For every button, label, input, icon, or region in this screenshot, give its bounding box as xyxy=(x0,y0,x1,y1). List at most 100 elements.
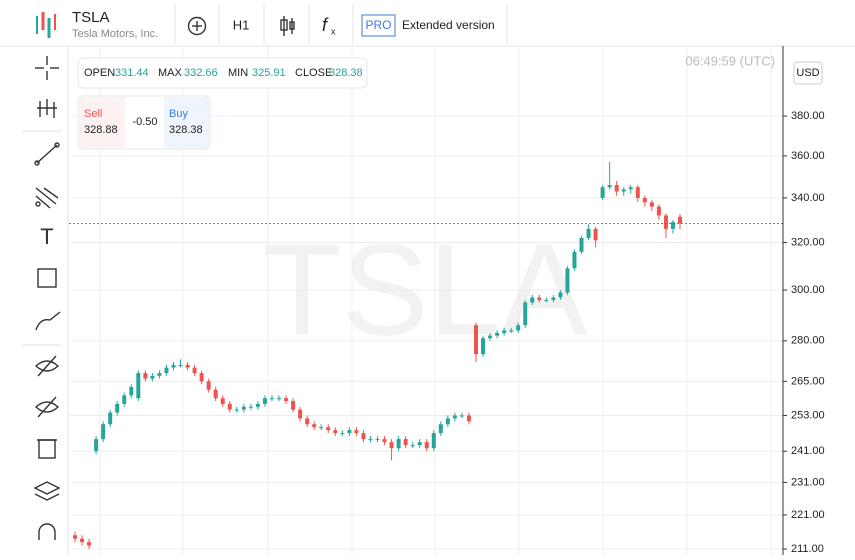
y-tick-label: 380.00 xyxy=(791,110,825,122)
candle-body xyxy=(150,375,155,379)
top-bar xyxy=(0,0,855,46)
extended-version-link[interactable]: Extended version xyxy=(402,18,495,32)
buy-button[interactable] xyxy=(164,97,209,148)
ohlc-value: 328.38 xyxy=(329,67,363,79)
candle-body xyxy=(143,373,148,379)
delete-all-tool[interactable] xyxy=(37,439,57,459)
candle-body xyxy=(178,364,183,366)
sell-button[interactable] xyxy=(79,97,125,148)
candle-body xyxy=(551,297,556,300)
y-tick-label: 221.00 xyxy=(791,509,825,521)
candle-body xyxy=(185,364,190,368)
candle-body xyxy=(347,430,352,434)
candle-body xyxy=(80,538,85,543)
candle-body xyxy=(656,206,661,216)
layers-tool[interactable] xyxy=(33,481,61,501)
candle-body xyxy=(73,535,77,539)
candle-body xyxy=(642,197,647,203)
ohlc-value: 325.91 xyxy=(252,67,286,79)
candle-body xyxy=(269,398,274,400)
candle-body xyxy=(277,398,282,400)
hide-drawings-tool[interactable] xyxy=(34,355,60,377)
candle-body xyxy=(635,187,640,198)
candle-body xyxy=(108,412,113,425)
candle-body xyxy=(593,228,598,241)
candle-body xyxy=(473,325,478,355)
candle-body xyxy=(199,373,204,382)
y-tick-label: 231.00 xyxy=(791,476,825,488)
candle-body xyxy=(382,439,387,443)
magnet-tool[interactable] xyxy=(38,523,56,540)
candle-body xyxy=(213,389,218,399)
pro-badge-text: PRO xyxy=(365,18,391,32)
trendline-tool[interactable] xyxy=(34,142,60,166)
watermark: TSLA xyxy=(262,216,587,362)
pro-badge[interactable] xyxy=(361,14,396,37)
ohlc-panel xyxy=(77,57,368,89)
candle-body xyxy=(488,335,493,339)
candle-body xyxy=(572,251,577,269)
ohlc-label: MAX xyxy=(158,67,183,79)
spread: -0.50 xyxy=(132,116,157,128)
candle-body xyxy=(537,297,542,300)
bars-tool[interactable] xyxy=(37,99,57,118)
candle-body xyxy=(375,439,380,441)
candle-body xyxy=(565,268,570,293)
fib-tool[interactable] xyxy=(35,187,59,209)
candle-body xyxy=(530,297,535,303)
candle-body xyxy=(579,237,584,252)
candle-body xyxy=(558,292,563,298)
candle-body xyxy=(192,367,197,374)
brush-tool[interactable] xyxy=(35,311,61,331)
candle-body xyxy=(340,433,345,435)
chart-area: TSLA 211.00 221.00 231.00 241.00 253.00 265.00… xyxy=(69,47,825,555)
candle-body xyxy=(410,445,415,447)
candle-body xyxy=(319,427,324,429)
add-indicator-button[interactable] xyxy=(187,16,207,36)
indicators-button-sub: x xyxy=(331,26,336,36)
buy-price: 328.38 xyxy=(169,124,203,136)
ohlc-label: OPEN xyxy=(84,67,115,79)
candle-body xyxy=(396,439,401,449)
currency: USD xyxy=(796,67,819,79)
candle-body xyxy=(628,187,633,190)
crosshair-tool[interactable] xyxy=(35,56,59,80)
indicators-button[interactable]: f xyxy=(322,15,329,35)
candle-body xyxy=(312,424,317,428)
candle-body xyxy=(495,332,500,336)
y-tick-label: 360.00 xyxy=(791,150,825,162)
candle-body xyxy=(663,215,668,229)
candle-body xyxy=(452,415,457,419)
candle-body xyxy=(523,302,528,326)
shape-tool[interactable] xyxy=(37,268,57,288)
y-tick-label: 300.00 xyxy=(791,284,825,296)
candle-body xyxy=(248,406,253,408)
sell-price: 328.88 xyxy=(84,124,118,136)
currency-button[interactable] xyxy=(793,61,823,85)
server-time: 06:49:59 (UTC) xyxy=(685,53,775,68)
candle-body xyxy=(607,185,612,188)
candle-body xyxy=(220,398,225,404)
chart-type-button[interactable] xyxy=(280,16,295,36)
candle-body xyxy=(417,442,422,446)
candle-body xyxy=(368,439,373,441)
candle-body xyxy=(284,398,289,402)
candle-body xyxy=(234,409,239,411)
y-tick-label: 265.00 xyxy=(791,375,825,387)
interval-button[interactable]: H1 xyxy=(233,17,250,32)
candle-body xyxy=(136,373,141,399)
candle-body xyxy=(445,418,450,425)
candle-body xyxy=(206,381,211,390)
company: Tesla Motors, Inc. xyxy=(72,28,158,40)
hide-indicators-tool[interactable] xyxy=(34,396,60,418)
candle-body xyxy=(361,433,366,440)
candle-body xyxy=(305,418,310,425)
candle-body xyxy=(502,330,507,333)
candle-body xyxy=(649,202,654,207)
text-tool[interactable]: T xyxy=(40,224,53,249)
candle-body xyxy=(438,424,443,434)
candle-body xyxy=(389,442,394,449)
y-tick-label: 241.00 xyxy=(791,445,825,457)
y-tick-label: 211.00 xyxy=(791,543,824,555)
